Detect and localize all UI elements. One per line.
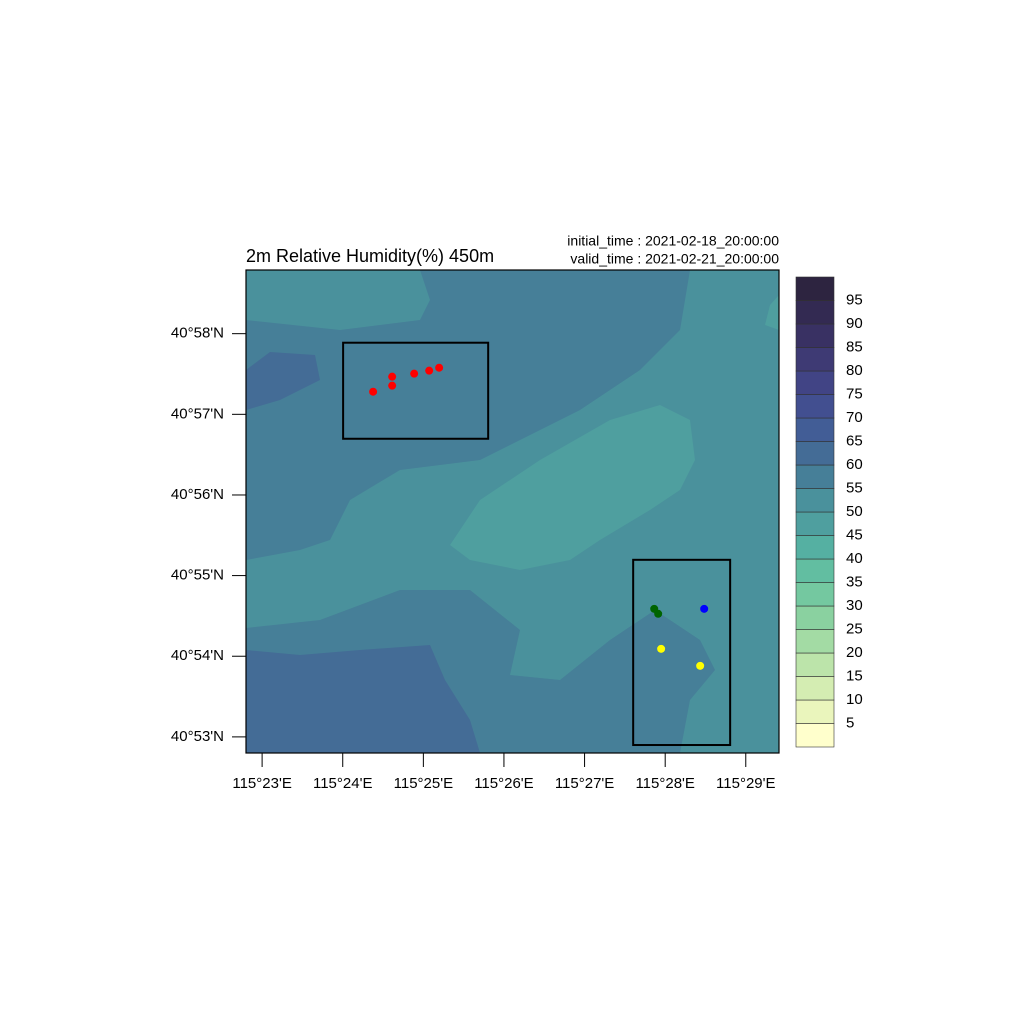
colorbar-label: 45 [846, 526, 863, 543]
colorbar-box [795, 652, 835, 677]
colorbar-box [795, 394, 835, 419]
colorbar-label: 30 [846, 597, 863, 614]
station-marker [410, 369, 419, 378]
x-tick-label: 115°24'E [313, 775, 372, 792]
colorbar-label: 10 [846, 691, 863, 708]
contour-fill [246, 645, 480, 753]
colorbar-label: 5 [846, 714, 854, 731]
y-tick-label: 40°55'N [171, 567, 224, 584]
colorbar-box [795, 370, 835, 395]
colorbar-label: 70 [846, 409, 863, 426]
y-tick-label: 40°58'N [171, 325, 224, 342]
plot-frame [245, 269, 780, 754]
colorbar-box [795, 464, 835, 489]
station-marker [369, 387, 378, 396]
colorbar-box [795, 535, 835, 560]
colorbar-label: 90 [846, 315, 863, 332]
colorbar-box [795, 323, 835, 348]
colorbar-label: 15 [846, 667, 863, 684]
contour-field [246, 270, 779, 753]
station-marker [435, 363, 444, 372]
y-tick-label: 40°53'N [171, 728, 224, 745]
colorbar-label: 50 [846, 503, 863, 520]
x-tick-label: 115°28'E [635, 775, 694, 792]
contour-fill [450, 405, 695, 570]
colorbar-label: 95 [846, 291, 863, 308]
colorbar-box [795, 699, 835, 724]
region-box [342, 341, 490, 440]
colorbar-box [795, 629, 835, 654]
colorbar-box [795, 605, 835, 630]
colorbar-box [795, 441, 835, 466]
colorbar-label: 75 [846, 385, 863, 402]
colorbar-box [795, 417, 835, 442]
colorbar-box [795, 511, 835, 536]
station-marker [388, 372, 397, 381]
station-marker [657, 644, 666, 653]
colorbar-label: 25 [846, 620, 863, 637]
x-tick-label: 115°25'E [394, 775, 453, 792]
station-marker [388, 381, 397, 390]
y-tick-label: 40°54'N [171, 647, 224, 664]
colorbar-label: 85 [846, 338, 863, 355]
colorbar-label: 35 [846, 573, 863, 590]
contour-fill [765, 295, 779, 330]
station-marker [425, 366, 434, 375]
y-tick-label: 40°57'N [171, 405, 224, 422]
x-tick-label: 115°27'E [555, 775, 614, 792]
colorbar-label: 55 [846, 479, 863, 496]
colorbar-label: 20 [846, 644, 863, 661]
y-tick-label: 40°56'N [171, 486, 224, 503]
station-marker [696, 661, 705, 670]
colorbar-label: 65 [846, 432, 863, 449]
colorbar-box [795, 300, 835, 325]
station-marker [700, 604, 709, 613]
initial-time: initial_time : 2021-02-18_20:00:00 [567, 233, 779, 249]
colorbar-box [795, 723, 835, 748]
colorbar-box [795, 582, 835, 607]
colorbar-box [795, 558, 835, 583]
colorbar-label: 80 [846, 362, 863, 379]
colorbar-box [795, 276, 835, 301]
colorbar-box [795, 676, 835, 701]
colorbar-box [795, 488, 835, 513]
valid-time: valid_time : 2021-02-21_20:00:00 [570, 251, 779, 267]
chart-title: 2m Relative Humidity(%) 450m [246, 246, 494, 266]
colorbar-label: 60 [846, 456, 863, 473]
colorbar-box [795, 347, 835, 372]
station-marker [654, 609, 663, 618]
region-box [632, 558, 732, 747]
contour-fill [246, 352, 320, 410]
x-tick-label: 115°26'E [474, 775, 533, 792]
x-tick-label: 115°29'E [716, 775, 775, 792]
x-tick-label: 115°23'E [232, 775, 291, 792]
colorbar-label: 40 [846, 550, 863, 567]
